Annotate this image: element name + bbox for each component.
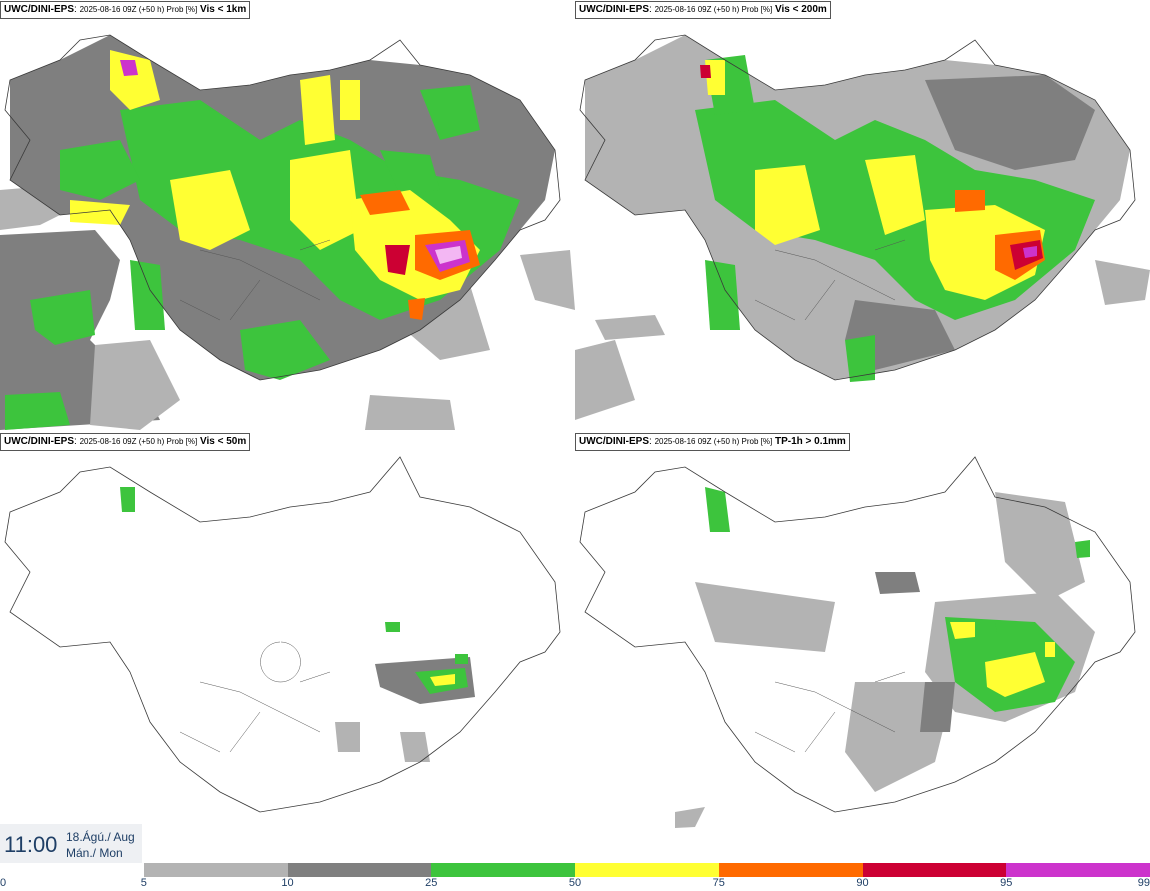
probability-color-legend: 0 5 10 25 50 75 90 95 99 bbox=[0, 862, 1150, 891]
run-info: 2025-08-16 09Z (+50 h) Prob [%] bbox=[654, 437, 773, 446]
model-name: UWC/DINI-EPS bbox=[579, 436, 649, 447]
panel-title: UWC/DINI-EPS: 2025-08-16 09Z (+50 h) Pro… bbox=[575, 433, 850, 451]
legend-segment bbox=[143, 863, 288, 877]
legend-tick-label: 95 bbox=[1000, 877, 1013, 889]
variable-name: TP-1h > 0.1mm bbox=[774, 436, 846, 447]
valid-date-line2: Mán./ Mon bbox=[66, 846, 123, 860]
panel-title: UWC/DINI-EPS: 2025-08-16 09Z (+50 h) Pro… bbox=[0, 1, 251, 19]
model-name: UWC/DINI-EPS bbox=[579, 4, 649, 15]
legend-tick-label: 90 bbox=[856, 877, 869, 889]
legend-segment bbox=[287, 863, 432, 877]
legend-segment bbox=[431, 863, 575, 877]
legend-tick-label: 5 bbox=[140, 877, 147, 889]
variable-name: Vis < 1km bbox=[199, 4, 247, 15]
legend-tick-label: 99 bbox=[1137, 877, 1150, 889]
run-info: 2025-08-16 09Z (+50 h) Prob [%] bbox=[654, 5, 773, 14]
model-name: UWC/DINI-EPS bbox=[4, 436, 74, 447]
legend-segment bbox=[1006, 863, 1150, 877]
legend-tick-label: 10 bbox=[281, 877, 294, 889]
map-panel-precip: UWC/DINI-EPS: 2025-08-16 09Z (+50 h) Pro… bbox=[575, 432, 1150, 862]
legend-tick-label: 75 bbox=[712, 877, 725, 889]
valid-time-block: 11:00 18.Ágú./ Aug Mán./ Mon bbox=[0, 824, 142, 864]
probability-map bbox=[4, 456, 561, 813]
valid-date-line1: 18.Ágú./ Aug bbox=[66, 830, 135, 844]
legend-segment bbox=[575, 863, 719, 877]
map-panel-vis-50m: UWC/DINI-EPS: 2025-08-16 09Z (+50 h) Pro… bbox=[0, 432, 575, 862]
panel-title: UWC/DINI-EPS: 2025-08-16 09Z (+50 h) Pro… bbox=[575, 1, 831, 19]
probability-map bbox=[575, 34, 1150, 420]
legend-tick-label: 0 bbox=[0, 877, 7, 889]
map-panel-vis-200m: UWC/DINI-EPS: 2025-08-16 09Z (+50 h) Pro… bbox=[575, 0, 1150, 430]
legend-tick-label: 25 bbox=[425, 877, 438, 889]
run-info: 2025-08-16 09Z (+50 h) Prob [%] bbox=[79, 5, 198, 14]
valid-time-clock: 11:00 bbox=[4, 832, 58, 857]
legend-segment bbox=[718, 863, 863, 877]
model-name: UWC/DINI-EPS bbox=[4, 4, 74, 15]
legend-segment bbox=[0, 863, 144, 877]
variable-name: Vis < 50m bbox=[199, 436, 247, 447]
probability-map bbox=[579, 456, 1136, 828]
panel-title: UWC/DINI-EPS: 2025-08-16 09Z (+50 h) Pro… bbox=[0, 433, 251, 451]
variable-name: Vis < 200m bbox=[774, 4, 827, 15]
legend-tick-label: 50 bbox=[568, 877, 582, 889]
probability-map bbox=[0, 34, 575, 430]
map-panel-vis-1km: UWC/DINI-EPS: 2025-08-16 09Z (+50 h) Pro… bbox=[0, 0, 575, 430]
legend-segment bbox=[862, 863, 1007, 877]
run-info: 2025-08-16 09Z (+50 h) Prob [%] bbox=[79, 437, 198, 446]
